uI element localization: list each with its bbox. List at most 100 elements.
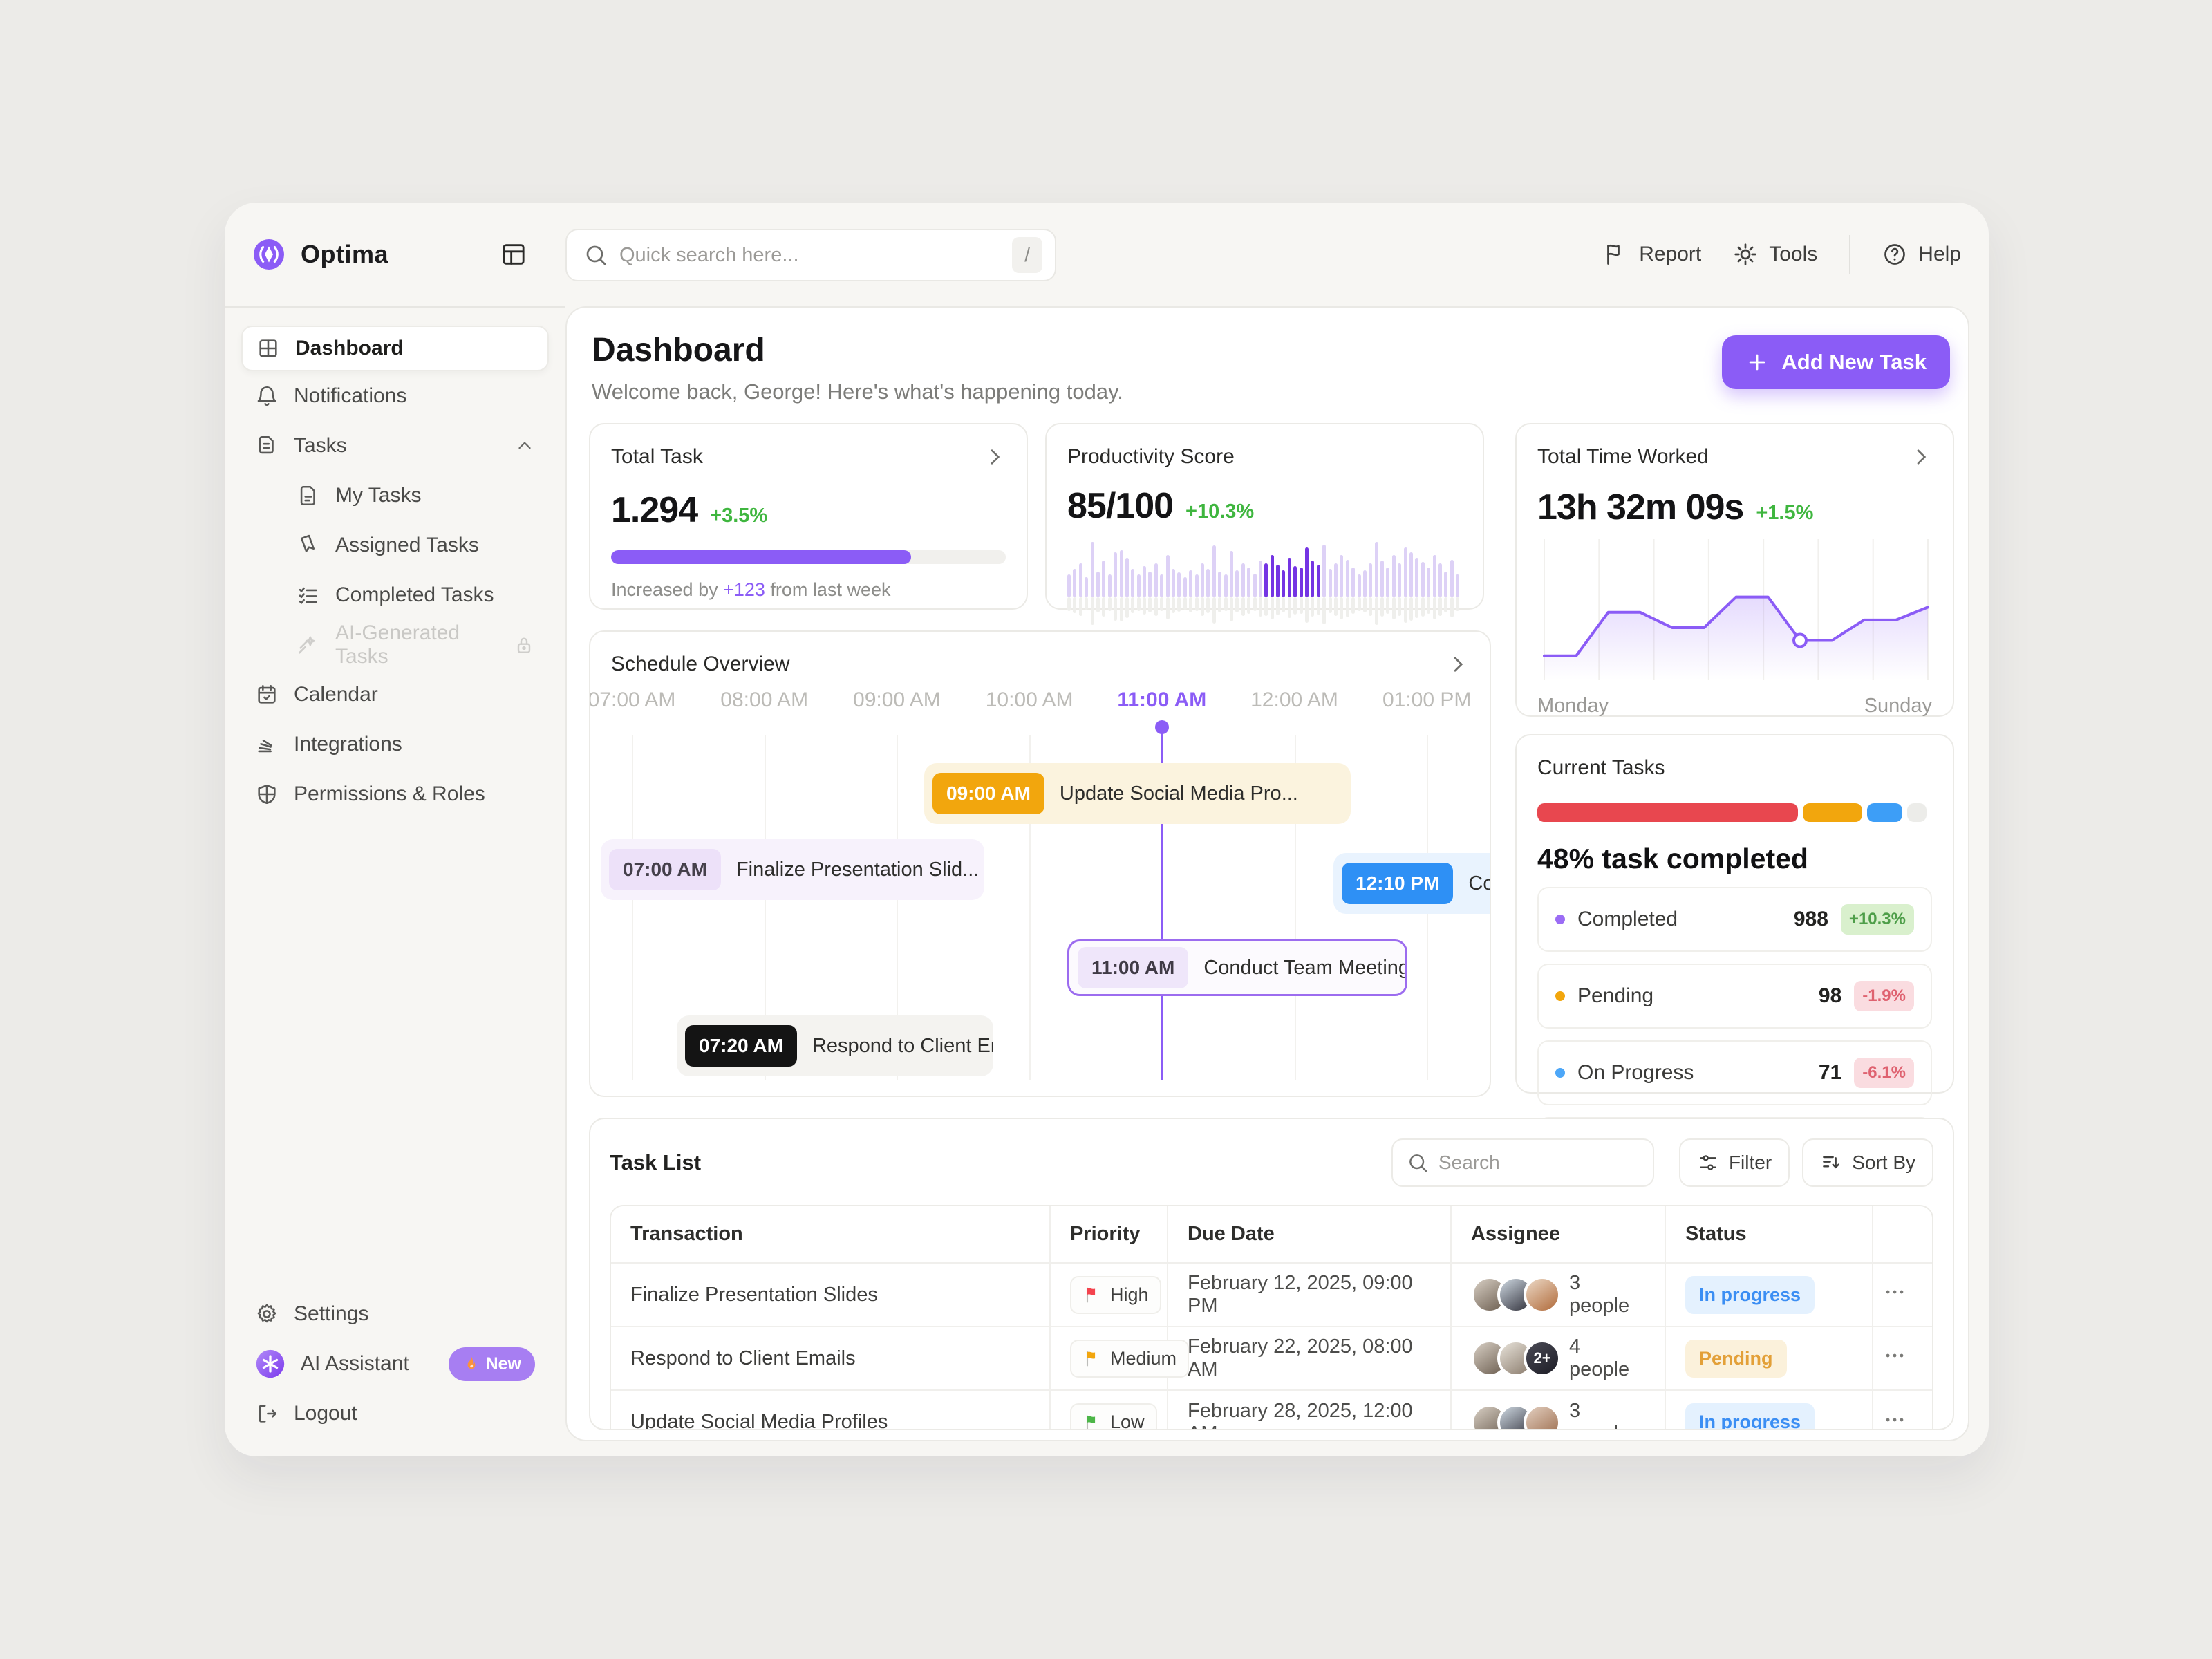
status-dot — [1555, 915, 1565, 924]
productivity-bar-mirror — [1102, 597, 1106, 617]
schedule-event-comp[interactable]: 12:10 PM Comp — [1333, 853, 1490, 914]
search-icon — [583, 243, 608, 268]
task-list-panel: Task List Filter Sort By — [589, 1118, 1954, 1430]
page-title: Dashboard — [592, 332, 765, 368]
schedule-event-finalize-presentation-slid[interactable]: 07:00 AM Finalize Presentation Slid... — [601, 839, 984, 900]
event-title: Comp — [1468, 872, 1490, 894]
chevron-right-icon[interactable] — [1447, 653, 1469, 675]
productivity-bar — [1415, 558, 1419, 597]
productivity-bar-mirror — [1148, 597, 1152, 612]
lock-icon — [513, 634, 535, 656]
cell-status: Pending — [1665, 1326, 1873, 1390]
total-task-title: Total Task — [611, 445, 703, 468]
productivity-bar — [1090, 542, 1094, 597]
cell-actions — [1872, 1389, 1932, 1430]
productivity-bar — [1131, 569, 1135, 597]
column-header-assignee[interactable]: Assignee — [1450, 1206, 1665, 1263]
sidebar-item-logout[interactable]: Logout — [241, 1389, 549, 1438]
timeline-gridline — [1029, 735, 1031, 1080]
timeline-gridline — [764, 735, 766, 1080]
event-time-badge: 07:00 AM — [609, 849, 721, 890]
sidebar-item-completed-tasks[interactable]: Completed Tasks — [241, 570, 549, 620]
sidebar-item-notifications[interactable]: Notifications — [241, 371, 549, 421]
calendar-icon — [255, 683, 279, 706]
productivity-bar-mirror — [1183, 597, 1187, 610]
productivity-bar-mirror — [1386, 597, 1390, 614]
help-button[interactable]: Help — [1882, 242, 1961, 267]
productivity-bar-mirror — [1131, 597, 1135, 613]
productivity-bar-mirror — [1247, 597, 1251, 614]
sidebar-item-tasks[interactable]: Tasks — [241, 421, 549, 471]
column-header-status[interactable]: Status — [1665, 1206, 1873, 1263]
productivity-bar-mirror — [1136, 597, 1141, 611]
optima-logo-icon — [252, 238, 285, 271]
sort-by-button[interactable]: Sort By — [1802, 1138, 1933, 1187]
chevron-right-icon[interactable] — [1910, 446, 1932, 468]
filter-button[interactable]: Filter — [1678, 1138, 1790, 1187]
cell-status: In progress — [1665, 1262, 1873, 1327]
table-row[interactable]: Update Social Media Profiles Low Februar… — [611, 1389, 1932, 1430]
column-header-actions — [1872, 1206, 1932, 1263]
status-badge: In progress — [1685, 1403, 1815, 1429]
productivity-bar-mirror — [1253, 597, 1257, 611]
sidebar-item-dashboard[interactable]: Dashboard — [241, 326, 549, 371]
add-new-task-button[interactable]: Add New Task — [1722, 335, 1950, 389]
productivity-bar — [1316, 565, 1320, 597]
productivity-bar — [1276, 565, 1280, 597]
avatar — [1524, 1403, 1561, 1429]
chevron-right-icon[interactable] — [984, 446, 1006, 468]
bell-icon — [255, 384, 279, 408]
ai-assistant-icon — [255, 1349, 285, 1379]
sidebar-toggle-icon[interactable] — [500, 241, 527, 268]
productivity-bar — [1270, 555, 1274, 597]
productivity-bar-mirror — [1224, 597, 1228, 611]
column-header-priority[interactable]: Priority — [1049, 1206, 1168, 1263]
timeline-hour-label: 10:00 AM — [985, 688, 1074, 711]
sidebar-item-calendar[interactable]: Calendar — [241, 670, 549, 720]
report-button[interactable]: Report — [1603, 242, 1701, 267]
task-search-input[interactable] — [1438, 1152, 1639, 1174]
productivity-bar — [1096, 572, 1100, 597]
productivity-bar-mirror — [1229, 597, 1233, 621]
productivity-bar — [1165, 555, 1170, 597]
table-row[interactable]: Respond to Client Emails Medium February… — [611, 1326, 1932, 1390]
sidebar-item-ai-generated-tasks: AI-Generated Tasks — [241, 620, 549, 670]
sidebar-item-my-tasks[interactable]: My Tasks — [241, 471, 549, 521]
column-header-due-date[interactable]: Due Date — [1167, 1206, 1451, 1263]
brand-name: Optima — [301, 240, 389, 268]
delta-badge: -6.1% — [1854, 1058, 1914, 1088]
sidebar-item-integrations[interactable]: Integrations — [241, 720, 549, 769]
column-header-transaction[interactable]: Transaction — [611, 1206, 1050, 1263]
tools-button[interactable]: Tools — [1733, 242, 1817, 267]
time-worked-delta: +1.5% — [1756, 502, 1814, 524]
schedule-event-update-social-media-pro[interactable]: 09:00 AM Update Social Media Pro... — [924, 763, 1351, 824]
productivity-bar-mirror — [1444, 597, 1448, 612]
productivity-bar — [1258, 561, 1262, 597]
avatar: 2+ — [1524, 1340, 1561, 1377]
sidebar-item-assigned-tasks[interactable]: Assigned Tasks — [241, 521, 549, 570]
productivity-bar — [1421, 562, 1425, 597]
row-actions-button[interactable] — [1883, 1280, 1906, 1306]
schedule-event-conduct-team-meeting[interactable]: 11:00 AM Conduct Team Meeting — [1067, 939, 1407, 996]
timeline-hour-label: 07:00 AM — [589, 688, 676, 711]
distribution-segment — [1537, 803, 1798, 822]
productivity-bar-mirror — [1415, 597, 1419, 618]
productivity-bar — [1224, 574, 1228, 597]
schedule-event-respond-to-client-emails[interactable]: 07:20 AM Respond to Client Emails — [677, 1015, 993, 1076]
productivity-bar-mirror — [1258, 597, 1262, 617]
productivity-bar — [1218, 572, 1222, 597]
productivity-score-card: Productivity Score 85/100 +10.3% — [1045, 423, 1484, 625]
productivity-bar-mirror — [1282, 597, 1286, 612]
row-actions-button[interactable] — [1883, 1344, 1906, 1369]
sidebar-item-permissions-roles[interactable]: Permissions & Roles — [241, 769, 549, 819]
task-stat-pending: Pending 98 -1.9% — [1537, 964, 1932, 1029]
task-search — [1391, 1138, 1654, 1187]
productivity-bar — [1247, 568, 1251, 597]
productivity-bar-mirror — [1432, 597, 1436, 619]
sidebar-item-settings[interactable]: Settings — [241, 1289, 549, 1339]
chevron-up-icon[interactable] — [514, 435, 535, 456]
row-actions-button[interactable] — [1883, 1408, 1906, 1430]
quick-search-input[interactable] — [619, 243, 1001, 267]
sidebar-item-ai-assistant[interactable]: AI Assistant New — [241, 1339, 549, 1389]
table-row[interactable]: Finalize Presentation Slides High Februa… — [611, 1262, 1932, 1327]
